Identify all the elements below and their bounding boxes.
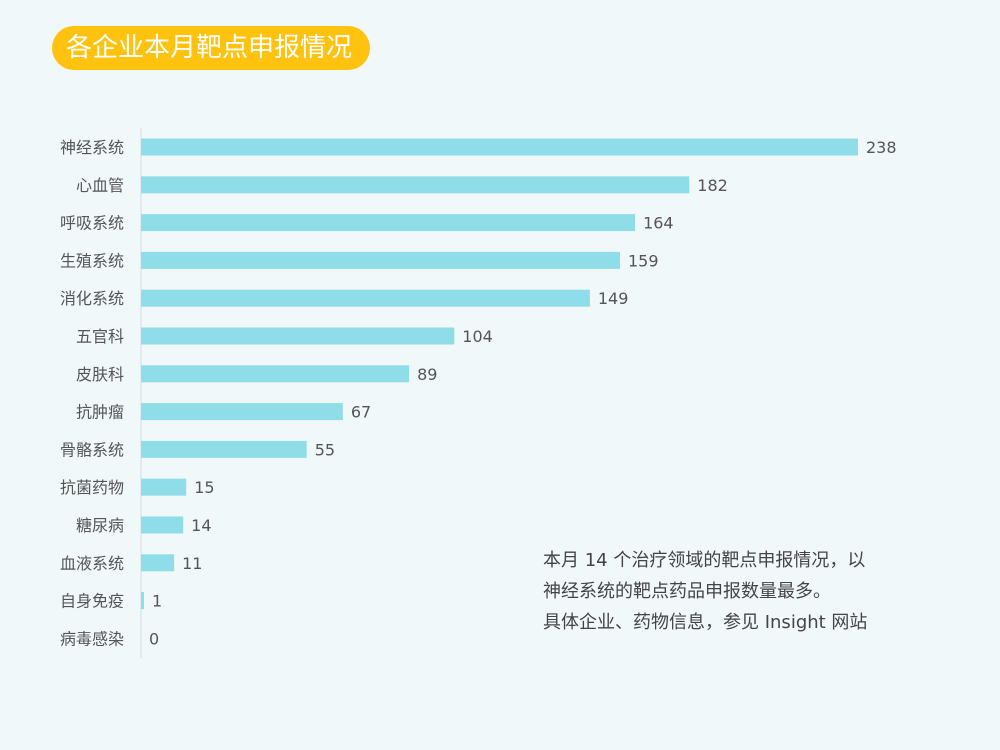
bar xyxy=(141,365,410,383)
bar xyxy=(141,403,343,421)
category-label: 自身免疫 xyxy=(60,592,124,611)
bar xyxy=(141,176,690,194)
category-label: 消化系统 xyxy=(60,289,124,308)
data-label: 149 xyxy=(598,289,629,308)
bar xyxy=(141,478,187,496)
data-label: 1 xyxy=(152,592,162,611)
data-label: 14 xyxy=(191,516,211,535)
bar xyxy=(141,138,858,156)
category-label: 五官科 xyxy=(76,327,124,346)
bar xyxy=(141,440,307,458)
data-label: 104 xyxy=(462,327,493,346)
category-label: 血液系统 xyxy=(60,554,124,573)
bar xyxy=(141,554,175,572)
note-line-1: 本月 14 个治疗领域的靶点申报情况，以 xyxy=(543,550,866,571)
bar xyxy=(141,251,621,269)
data-label: 67 xyxy=(351,403,371,422)
chart-title: 各企业本月靶点申报情况 xyxy=(66,33,353,63)
data-label: 0 xyxy=(149,629,159,648)
category-label: 抗肿瘤 xyxy=(76,403,124,422)
bar xyxy=(141,214,636,232)
data-label: 238 xyxy=(866,138,897,157)
bar xyxy=(141,327,455,345)
data-label: 182 xyxy=(697,176,728,195)
note-line-3: 具体企业、药物信息，参见 Insight 网站 xyxy=(543,612,868,633)
category-label: 糖尿病 xyxy=(76,516,124,535)
data-label: 55 xyxy=(315,440,335,459)
bar xyxy=(141,289,590,307)
summary-note: 本月 14 个治疗领域的靶点申报情况，以 神经系统的靶点药品申报数量最多。 具体… xyxy=(543,545,983,638)
data-label: 159 xyxy=(628,251,659,270)
bar xyxy=(141,516,184,534)
category-label: 呼吸系统 xyxy=(60,214,124,233)
category-label: 骨骼系统 xyxy=(60,440,124,459)
category-label: 神经系统 xyxy=(60,138,124,157)
category-label: 心血管 xyxy=(76,176,124,195)
data-label: 11 xyxy=(182,554,202,573)
category-label: 抗菌药物 xyxy=(60,478,124,497)
category-label: 生殖系统 xyxy=(60,251,124,270)
data-label: 15 xyxy=(194,478,214,497)
title-pill: 各企业本月靶点申报情况 xyxy=(52,26,371,70)
data-label: 89 xyxy=(417,365,437,384)
data-label: 164 xyxy=(643,214,674,233)
note-line-2: 神经系统的靶点药品申报数量最多。 xyxy=(543,581,831,602)
category-label: 皮肤科 xyxy=(76,365,124,384)
bar xyxy=(141,592,145,610)
category-label: 病毒感染 xyxy=(60,629,124,648)
